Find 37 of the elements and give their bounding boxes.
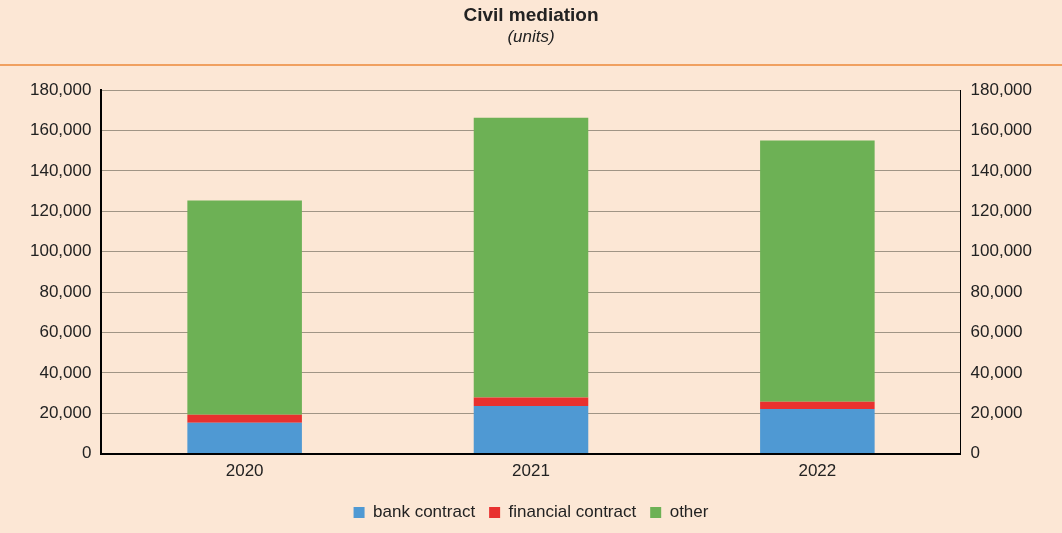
bar <box>760 140 875 402</box>
y-tick-label: 0 <box>81 443 92 463</box>
y2-tick-label: 140,000 <box>970 160 1032 180</box>
chart-subtitle: (units) <box>506 27 556 47</box>
legend-label: bank contract <box>373 502 476 522</box>
bar <box>760 401 875 409</box>
bar <box>760 408 875 454</box>
y2-tick-label: 40,000 <box>970 362 1023 382</box>
bar <box>187 422 302 454</box>
y-tick-label: 40,000 <box>39 362 92 382</box>
y-tick-label: 120,000 <box>30 201 92 221</box>
y-tick-label: 160,000 <box>30 120 92 140</box>
bar <box>473 117 589 398</box>
y2-tick-label: 180,000 <box>970 79 1032 99</box>
y-tick-label: 100,000 <box>30 241 92 261</box>
y-tick-label: 80,000 <box>39 281 92 301</box>
legend-label: other <box>669 502 709 522</box>
bar <box>187 414 302 423</box>
chart-title: Civil mediation <box>462 4 600 26</box>
y2-tick-label: 20,000 <box>970 402 1023 422</box>
y2-tick-label: 80,000 <box>970 281 1023 301</box>
legend-label: financial contract <box>508 502 637 522</box>
y2-tick-label: 120,000 <box>970 201 1032 221</box>
x-tick-label: 2021 <box>512 461 550 481</box>
y-tick-label: 140,000 <box>30 160 92 180</box>
y2-tick-label: 100,000 <box>970 241 1032 261</box>
bar <box>187 200 302 415</box>
y2-tick-label: 160,000 <box>970 120 1032 140</box>
x-tick-label: 2020 <box>225 461 264 481</box>
y2-tick-label: 60,000 <box>970 322 1023 342</box>
y-tick-label: 20,000 <box>39 402 92 422</box>
y-tick-label: 60,000 <box>39 322 92 342</box>
y-tick-label: 180,000 <box>30 79 92 99</box>
y2-tick-label: 0 <box>970 443 981 463</box>
bar <box>473 397 589 406</box>
x-tick-label: 2022 <box>798 461 837 481</box>
bar <box>473 405 589 454</box>
